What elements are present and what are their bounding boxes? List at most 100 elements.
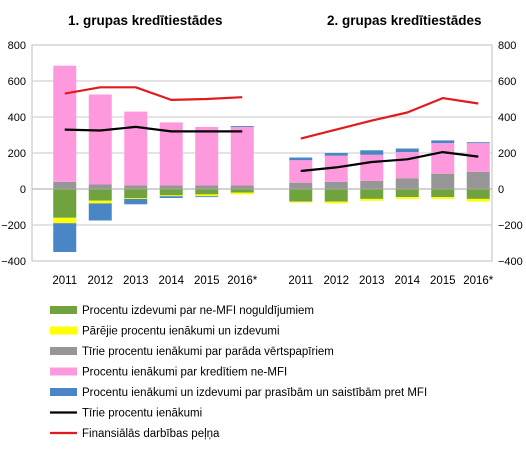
legend-label: Procentu izdevumi par ne-MFI noguldījumi…	[82, 305, 314, 317]
y-tick-label-right: 800	[498, 40, 516, 52]
bar-segment-4	[88, 94, 112, 185]
y-tick-label-left: 400	[8, 112, 26, 124]
bar-segment-1	[124, 189, 148, 198]
bar-segment-4	[53, 65, 77, 182]
bar-segment-2	[289, 201, 313, 203]
bar-segment-1	[431, 189, 455, 198]
series-line-profit	[64, 86, 243, 102]
y-tick-label-right: −200	[498, 220, 523, 232]
bar-segment-3	[124, 185, 148, 189]
bar-segment-4	[324, 155, 348, 182]
bar-segment-2	[395, 197, 419, 199]
bar-segment-3	[431, 173, 455, 189]
bar-segment-2	[88, 200, 112, 204]
bar-segment-1	[53, 189, 77, 218]
x-tick-label: 2016*	[463, 275, 494, 287]
bar-segment-5	[53, 223, 77, 252]
y-tick-label-right: 200	[498, 148, 516, 160]
bar-segment-2	[466, 198, 490, 202]
legend-label: Pārējie procentu ienākumi un izdevumi	[82, 326, 280, 338]
bar-segment-3	[88, 184, 112, 189]
y-tick-label-right: 600	[498, 76, 516, 88]
series-line-profit	[300, 96, 479, 140]
x-tick-label: 2012	[87, 275, 113, 287]
legend-swatch	[50, 367, 77, 376]
bar-segment-2	[431, 197, 455, 199]
bar-segment-3	[395, 178, 419, 189]
bar-segment-1	[159, 189, 183, 196]
bar-segment-4	[230, 126, 254, 186]
y-tick-label-right: 400	[498, 112, 516, 124]
bar-segment-4	[395, 152, 419, 179]
x-tick-label: 2011	[52, 275, 77, 287]
bar-segment-1	[289, 189, 313, 202]
bar-segment-2	[53, 217, 77, 224]
bar-segment-5	[195, 196, 219, 198]
x-tick-label: 2012	[323, 275, 349, 287]
bar-segment-4	[124, 111, 148, 186]
y-tick-label-left: −400	[1, 256, 26, 268]
bar-segment-5	[230, 126, 254, 127]
bar-segment-3	[195, 185, 219, 189]
y-tick-label-right: −400	[498, 256, 523, 268]
y-tick-label-left: 600	[8, 76, 26, 88]
y-tick-label-left: 200	[8, 148, 26, 160]
x-tick-label: 2013	[359, 275, 385, 287]
bar-segment-4	[195, 126, 219, 186]
legend-swatch	[50, 347, 77, 355]
legend-label: Tīrie procentu ienākumi par parāda vērts…	[82, 346, 334, 358]
series-line-net-interest	[64, 125, 243, 133]
bar-segment-5	[289, 157, 313, 161]
bar-segment-3	[324, 181, 348, 189]
bar-segment-1	[360, 189, 384, 199]
legend-swatch	[50, 306, 77, 314]
bar-segment-3	[230, 185, 254, 189]
bar-segment-2	[230, 192, 254, 195]
bar-segment-2	[159, 195, 183, 197]
bar-segment-5	[159, 196, 183, 198]
bar-segment-3	[360, 180, 384, 189]
panel-title: 1. grupas kredītiestādes	[68, 13, 223, 28]
bar-segment-4	[431, 143, 455, 174]
bar-segment-4	[360, 154, 384, 181]
bar-segment-5	[395, 148, 419, 153]
bar-segment-5	[431, 140, 455, 144]
series-line-net-interest	[300, 151, 479, 173]
bar-segment-4	[466, 143, 490, 172]
bar-segment-2	[360, 198, 384, 201]
y-tick-label-left: 800	[8, 40, 26, 52]
bar-segment-2	[195, 194, 219, 197]
x-tick-label: 2011	[288, 275, 313, 287]
x-tick-label: 2015	[194, 275, 220, 287]
bar-segment-1	[395, 189, 419, 198]
x-tick-label: 2015	[430, 275, 456, 287]
y-tick-label-left: 0	[20, 184, 26, 196]
bar-segment-4	[289, 160, 313, 183]
bar-segment-5	[324, 153, 348, 156]
y-tick-label-right: 0	[498, 184, 504, 196]
bar-segment-1	[466, 189, 490, 199]
panel-title: 2. grupas kredītiestādes	[327, 13, 482, 28]
bar-segment-5	[88, 203, 112, 221]
bar-segment-5	[466, 142, 490, 144]
x-tick-label: 2014	[158, 275, 184, 287]
legend-label: Tīrie procentu ienākumi	[82, 408, 202, 420]
x-tick-label: 2016*	[227, 275, 258, 287]
bar-segment-1	[324, 189, 348, 202]
legend-label: Finansiālās darbības peļņa	[82, 428, 220, 440]
bar-segment-5	[124, 198, 148, 205]
bar-segment-3	[53, 181, 77, 189]
legend-swatch	[50, 326, 77, 335]
bar-segment-1	[195, 189, 219, 195]
bar-segment-3	[466, 171, 490, 189]
bar-segment-3	[289, 182, 313, 189]
bar-segment-5	[360, 150, 384, 155]
x-tick-label: 2013	[123, 275, 149, 287]
x-tick-label: 2014	[394, 275, 420, 287]
bar-segment-2	[124, 198, 148, 199]
legend-swatch	[50, 388, 77, 396]
bar-segment-1	[230, 189, 254, 193]
legend-label: Procentu ienākumi un izdevumi par prasīb…	[82, 387, 427, 399]
